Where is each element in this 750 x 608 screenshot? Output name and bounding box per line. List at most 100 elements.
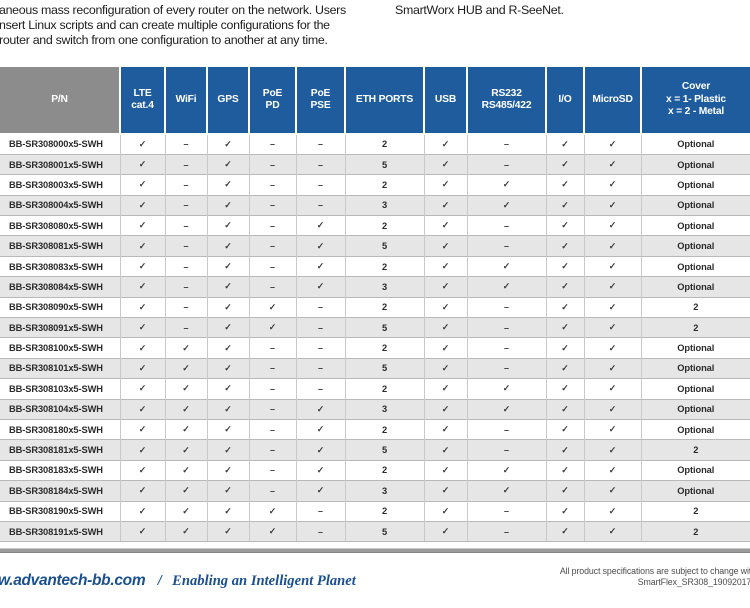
table-cell: Optional [640, 398, 750, 420]
column-header-poe-pse: PoE PSE [295, 67, 345, 135]
check-icon: ✓ [206, 134, 249, 155]
check-icon: ✓ [248, 317, 296, 338]
footer-brand: w.advantech-bb.com / Enabling an Intelli… [0, 572, 356, 590]
check-icon: ✓ [583, 215, 641, 236]
check-icon: ✓ [466, 194, 546, 216]
dash-icon: – [295, 317, 345, 338]
part-number-cell: BB-SR308091x5-SWH [0, 317, 120, 338]
table-cell: 2 [344, 255, 424, 277]
check-icon: ✓ [423, 317, 467, 338]
column-header-gps: GPS [206, 67, 249, 135]
check-icon: ✓ [545, 194, 584, 216]
check-icon: ✓ [545, 378, 584, 400]
table-row: BB-SR308101x5-SWH ✓ ✓ ✓ – –5 ✓ – ✓ ✓ Optional [0, 357, 750, 379]
disclaimer-line: All product specifications are subject t… [559, 566, 750, 576]
table-row: BB-SR308090x5-SWH ✓ – ✓ ✓ –2 ✓ – ✓ ✓ 2 [0, 296, 750, 318]
check-icon: ✓ [583, 500, 641, 522]
table-cell: 5 [344, 153, 424, 175]
dash-icon: – [466, 296, 546, 318]
table-cell: Optional [640, 378, 750, 400]
check-icon: ✓ [423, 296, 467, 318]
check-icon: ✓ [545, 276, 584, 298]
dash-icon: – [164, 296, 207, 318]
column-header-pn: P/N [0, 67, 120, 135]
intro-paragraph-left: aneous mass reconfiguration of every rou… [0, 3, 346, 48]
dash-icon: – [466, 337, 546, 359]
table-row: BB-SR308180x5-SWH ✓ ✓ ✓ – ✓ 2 ✓ – ✓ ✓ Optional [0, 418, 750, 440]
dash-icon: – [164, 134, 207, 155]
check-icon: ✓ [583, 398, 641, 420]
part-number-cell: BB-SR308101x5-SWH [0, 357, 120, 379]
check-icon: ✓ [164, 459, 207, 481]
column-header-microsd: MicroSD [583, 67, 641, 135]
check-icon: ✓ [545, 439, 584, 461]
table-cell: 3 [344, 194, 424, 216]
part-number-cell: BB-SR308001x5-SWH [0, 153, 120, 175]
check-icon: ✓ [164, 480, 207, 502]
check-icon: ✓ [545, 337, 584, 359]
table-row: BB-SR308181x5-SWH ✓ ✓ ✓ – ✓ 5 ✓ – ✓ ✓ 2 [0, 439, 750, 461]
check-icon: ✓ [545, 500, 584, 522]
intro-line: router and switch from one configuration… [0, 33, 328, 47]
part-number-cell: BB-SR308081x5-SWH [0, 235, 120, 257]
check-icon: ✓ [423, 174, 467, 196]
table-cell: 2 [344, 215, 424, 236]
check-icon: ✓ [423, 337, 467, 359]
check-icon: ✓ [119, 276, 165, 298]
check-icon: ✓ [466, 398, 546, 420]
check-icon: ✓ [423, 500, 467, 522]
brand-separator: / [157, 572, 162, 588]
check-icon: ✓ [164, 398, 207, 420]
check-icon: ✓ [545, 296, 584, 318]
check-icon: ✓ [583, 520, 641, 543]
table-row: BB-SR308091x5-SWH ✓ – ✓ ✓ –5 ✓ – ✓ ✓ 2 [0, 317, 750, 338]
table-cell: 5 [344, 357, 424, 379]
table-cell: Optional [640, 276, 750, 298]
check-icon: ✓ [295, 480, 345, 502]
website-link[interactable]: w.advantech-bb.com [0, 572, 146, 589]
check-icon: ✓ [295, 398, 345, 420]
part-number-cell: BB-SR308004x5-SWH [0, 194, 120, 216]
check-icon: ✓ [545, 153, 584, 175]
check-icon: ✓ [206, 418, 249, 440]
table-row: BB-SR308084x5-SWH ✓ – ✓ – ✓ 3 ✓ ✓ ✓ ✓ Optional [0, 276, 750, 298]
footer-divider-bar [0, 548, 750, 553]
check-icon: ✓ [545, 357, 584, 379]
check-icon: ✓ [248, 500, 296, 522]
check-icon: ✓ [545, 480, 584, 502]
table-header: P/N LTE cat.4 WiFi GPS PoE PD PoE PSE ET… [0, 67, 750, 135]
check-icon: ✓ [545, 215, 584, 236]
dash-icon: – [295, 153, 345, 175]
dash-icon: – [248, 337, 296, 359]
check-icon: ✓ [545, 235, 584, 257]
table-cell: 2 [344, 418, 424, 440]
check-icon: ✓ [583, 235, 641, 257]
part-number-cell: BB-SR308000x5-SWH [9, 139, 103, 150]
check-icon: ✓ [423, 357, 467, 379]
dash-icon: – [248, 378, 296, 400]
dash-icon: – [164, 235, 207, 257]
dash-icon: – [295, 337, 345, 359]
check-icon: ✓ [119, 134, 165, 155]
check-icon: ✓ [545, 398, 584, 420]
check-icon: ✓ [164, 500, 207, 522]
table-cell: 2 [640, 296, 750, 318]
dash-icon: – [248, 418, 296, 440]
table-cell: 2 [344, 459, 424, 481]
check-icon: ✓ [583, 418, 641, 440]
check-icon: ✓ [583, 194, 641, 216]
check-icon: ✓ [583, 378, 641, 400]
column-header-usb: USB [423, 67, 467, 135]
dash-icon: – [248, 459, 296, 481]
check-icon: ✓ [206, 153, 249, 175]
check-icon: ✓ [119, 194, 165, 216]
check-icon: ✓ [119, 459, 165, 481]
dash-icon: – [248, 153, 296, 175]
table-cell: 2 [344, 134, 424, 155]
check-icon: ✓ [583, 317, 641, 338]
check-icon: ✓ [423, 255, 467, 277]
dash-icon: – [248, 480, 296, 502]
check-icon: ✓ [423, 235, 467, 257]
check-icon: ✓ [423, 134, 467, 155]
dash-icon: – [466, 520, 546, 543]
